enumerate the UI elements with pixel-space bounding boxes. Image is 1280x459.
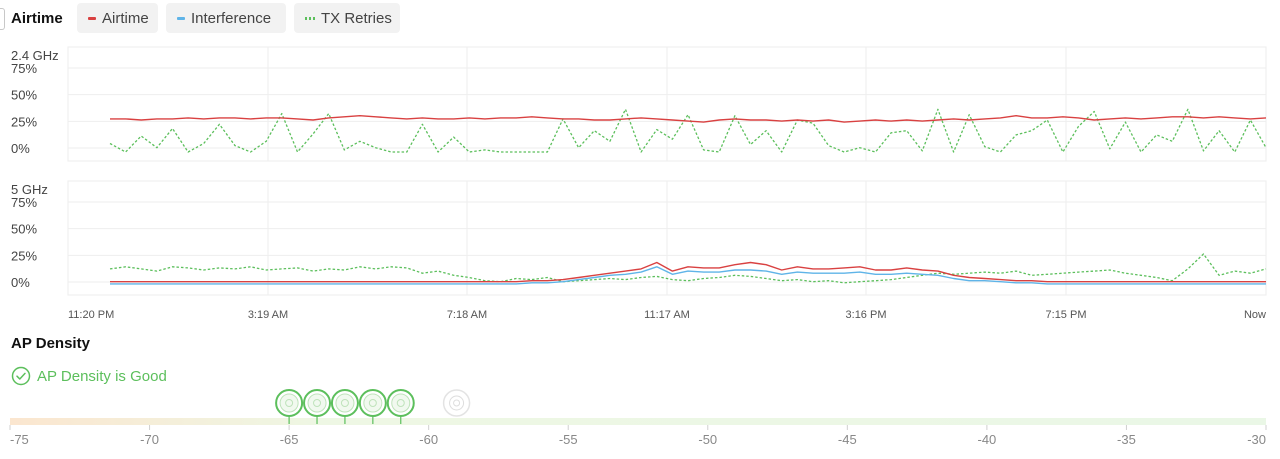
- airtime-swatch-icon: [88, 16, 96, 20]
- ap-good-core: [313, 399, 322, 407]
- time-axis: 11:20 PM 3:19 AM 7:18 AM 11:17 AM 3:16 PM 7:1…: [68, 309, 1266, 321]
- check-circle-icon: [11, 366, 31, 386]
- chart-panel-2-4ghz: 2.4 GHz 75% 50% 25% 0%: [11, 46, 1267, 162]
- panel-edge-handle[interactable]: [0, 8, 5, 30]
- y-tick-label: 75%: [11, 195, 37, 210]
- ap-good-inner: [391, 393, 411, 413]
- interference-swatch-icon: [177, 16, 185, 20]
- ap-density-status: AP Density is Good: [11, 366, 167, 386]
- y-tick-label: 75%: [11, 61, 37, 76]
- series-line-interference-5ghz: [110, 266, 1266, 285]
- dbm-tick-label: -30: [1247, 432, 1266, 447]
- dbm-tick-label: -45: [838, 432, 857, 447]
- ap-good-core: [396, 399, 405, 407]
- y-tick-label: 0%: [11, 141, 30, 156]
- ap-weak-core: [453, 399, 461, 407]
- chart-panel-5ghz: 5 GHz 75% 50% 25% 0%: [11, 180, 1267, 296]
- airtime-header: Airtime Airtime Interference TX Retries: [0, 0, 1280, 38]
- ap-density-status-text: AP Density is Good: [37, 367, 167, 385]
- ap-good-core: [368, 399, 377, 407]
- dbm-tick-label: -40: [977, 432, 996, 447]
- x-tick-label: 7:15 PM: [1046, 309, 1087, 321]
- x-tick-label: 7:18 AM: [447, 309, 487, 321]
- legend-airtime[interactable]: Airtime: [77, 3, 158, 33]
- tx-retries-swatch-icon: [305, 16, 315, 20]
- series-line-tx-retries-5ghz: [109, 253, 1267, 284]
- ap-density-title: AP Density: [11, 335, 90, 352]
- y-tick-label: 50%: [11, 222, 37, 237]
- ap-good-inner: [279, 393, 299, 413]
- airtime-chart: 2.4 GHz 75% 50% 25% 0% 5 GHz 75% 50% 25% 0% 11…: [11, 46, 1267, 321]
- y-tick-label: 50%: [11, 88, 37, 103]
- x-tick-label: 11:17 AM: [644, 309, 690, 321]
- y-tick-label: 0%: [11, 275, 30, 290]
- airtime-title: Airtime: [11, 10, 63, 27]
- x-tick-label: Now: [1244, 309, 1266, 321]
- ap-good-core: [340, 399, 349, 407]
- x-tick-label: 3:19 AM: [248, 309, 288, 321]
- dbm-tick-label: -60: [419, 432, 438, 447]
- dbm-tick-label: -50: [698, 432, 717, 447]
- dbm-tick-label: -55: [559, 432, 578, 447]
- dbm-tick-label: -65: [280, 432, 299, 447]
- ap-good-inner: [307, 393, 327, 413]
- legend-tx-retries[interactable]: TX Retries: [294, 3, 400, 33]
- dbm-tick-label: -70: [140, 432, 159, 447]
- legend-interference-label: Interference: [191, 9, 272, 27]
- x-tick-label: 11:20 PM: [68, 309, 114, 321]
- x-tick-label: 3:16 PM: [846, 309, 887, 321]
- panel-title-5ghz: 5 GHz: [11, 182, 48, 197]
- signal-band: [10, 418, 1266, 425]
- ap-weak-icon[interactable]: [442, 389, 471, 417]
- dbm-tick-label: -75: [10, 432, 29, 447]
- y-tick-label: 25%: [11, 114, 37, 129]
- series-line-airtime-5ghz: [110, 261, 1266, 283]
- ap-weak-inner: [449, 395, 465, 411]
- legend-tx-retries-label: TX Retries: [321, 9, 392, 27]
- series-line-tx-retries-2-4ghz: [109, 108, 1267, 153]
- ap-good-core: [285, 399, 294, 407]
- ap-good-inner: [363, 393, 383, 413]
- y-tick-label: 25%: [11, 248, 37, 263]
- legend-interference[interactable]: Interference: [166, 3, 286, 33]
- ap-good-inner: [335, 393, 355, 413]
- series-line-airtime-2-4ghz: [110, 114, 1267, 123]
- ap-density-scale: -75 -70 -65 -60 -55 -50 -45 -40 -35 -30: [9, 389, 1267, 447]
- legend-airtime-label: Airtime: [102, 9, 149, 27]
- panel-title-2-4ghz: 2.4 GHz: [11, 48, 59, 63]
- dbm-tick-label: -35: [1117, 432, 1136, 447]
